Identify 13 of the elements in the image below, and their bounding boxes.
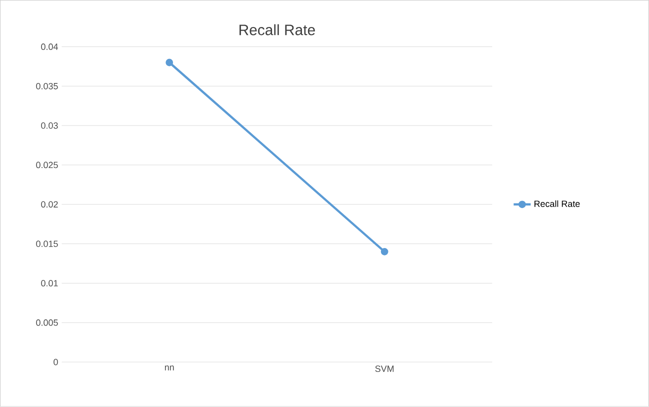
y-tick-label: 0.01	[41, 280, 58, 286]
y-tick-label: 0	[54, 358, 58, 366]
y-tick-label: 0.035	[36, 83, 58, 90]
x-tick-label: nn	[164, 366, 174, 370]
y-tick-label: 0.015	[36, 240, 58, 248]
legend-label: Recall Rate	[534, 200, 580, 208]
x-tick-label: SVM	[375, 366, 394, 372]
y-tick-label: 0.04	[41, 44, 58, 50]
y-tick-label: 0.03	[41, 122, 58, 129]
chart-title: Recall Rate	[240, 24, 315, 36]
y-tick-label: 0.005	[36, 320, 58, 326]
y-tick-label: 0.025	[36, 162, 58, 168]
y-tick-label: 0.02	[41, 201, 58, 208]
